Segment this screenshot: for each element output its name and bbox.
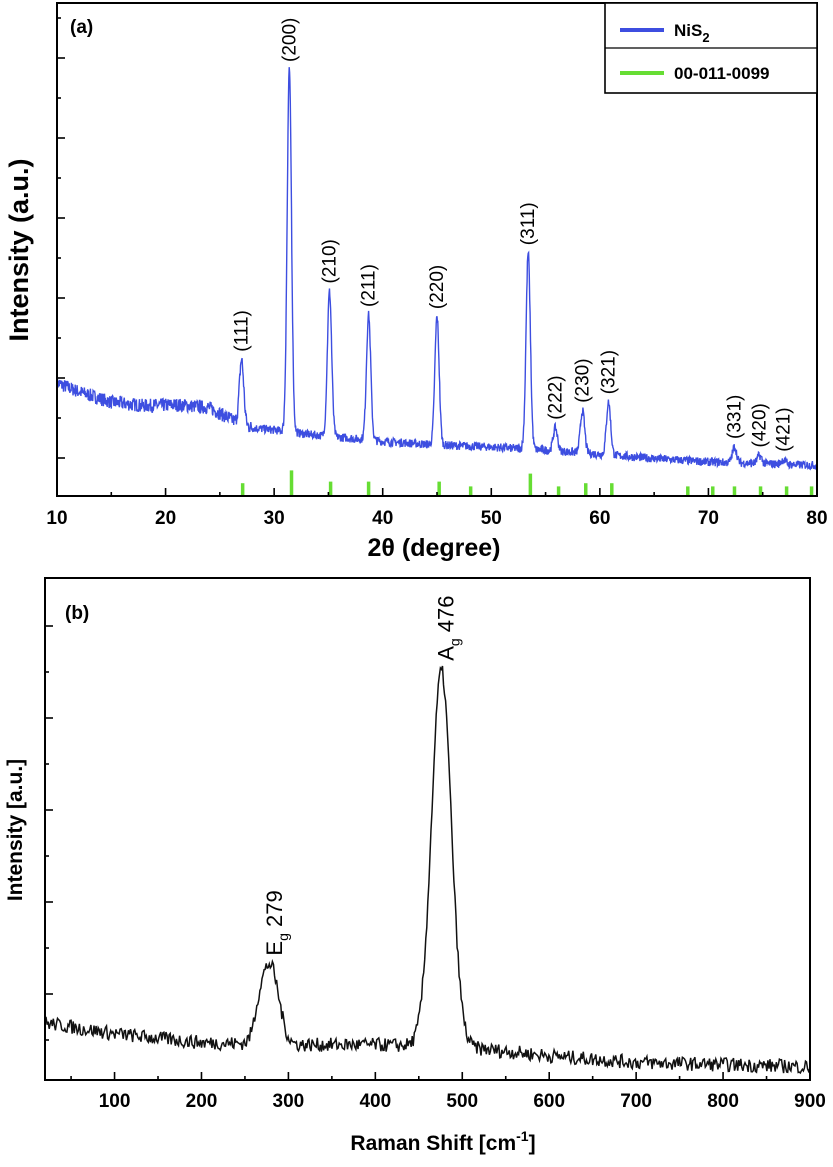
x-tick-label: 30 — [264, 508, 285, 529]
x-tick-label: 60 — [589, 508, 610, 529]
x-tick-label: 900 — [794, 1091, 826, 1112]
panel-b-x-axis-title: Raman Shift [cm-1] — [350, 1128, 535, 1155]
peak-label: (311) — [518, 202, 539, 245]
x-tick-label: 800 — [707, 1091, 739, 1112]
peak-label: (210) — [320, 239, 341, 283]
panel-b-y-axis-title: Intensity [a.u.] — [4, 759, 27, 901]
panel-b-y-axis — [45, 625, 53, 1041]
peak-label: (321) — [599, 350, 620, 394]
raman-peak-labels: Eg 279 Ag 476 — [262, 595, 462, 955]
x-tick-label: 80 — [806, 508, 827, 529]
x-tick-label: 300 — [273, 1091, 305, 1112]
peak-label: (222) — [545, 375, 566, 419]
peak-label: (331) — [725, 395, 746, 439]
peak-label: (200) — [279, 18, 300, 62]
xrd-plot-area — [56, 67, 818, 496]
x-tick-label: 600 — [533, 1091, 565, 1112]
panel-a-y-axis — [57, 17, 65, 459]
x-tick-label: 100 — [99, 1091, 131, 1112]
x-tick-label: 20 — [155, 508, 176, 529]
panel-a: 10 20 30 40 50 60 70 80 (a) 2θ (degree) Intensi… — [4, 2, 828, 562]
legend-entry-nis2: NiS2 — [674, 21, 710, 45]
xrd-series-line — [56, 67, 818, 471]
x-tick-label: 400 — [359, 1091, 391, 1112]
peak-label: (111) — [232, 310, 253, 352]
x-tick-label: 70 — [698, 508, 719, 529]
peak-label: (211) — [359, 264, 380, 307]
x-tick-label: 500 — [446, 1091, 478, 1112]
panel-b-frame — [44, 577, 811, 1081]
panel-b-x-axis: 100 200 300 400 500 600 700 800 900 — [70, 1072, 826, 1112]
panel-a-label: (a) — [70, 17, 93, 38]
peak-label: (421) — [773, 407, 794, 451]
peak-label: (220) — [427, 265, 448, 309]
x-tick-label: 10 — [46, 508, 67, 529]
raman-peak-label: Ag 476 — [433, 595, 462, 660]
x-tick-label: 700 — [620, 1091, 652, 1112]
peak-label: (420) — [750, 403, 771, 447]
xrd-peak-labels: (111) (200) (210) (211) (220) (311) (222) (230)… — [232, 18, 795, 452]
panel-a-y-axis-title: Intensity (a.u.) — [4, 158, 34, 341]
panel-b: 100 200 300 400 500 600 700 800 900 (b) Raman Sh… — [4, 577, 826, 1155]
panel-a-x-axis: 10 20 30 40 50 60 70 80 — [46, 488, 828, 529]
panel-a-x-axis-title: 2θ (degree) — [368, 534, 501, 562]
legend-entry-reference: 00-011-0099 — [674, 64, 769, 83]
x-tick-label: 40 — [372, 508, 393, 529]
x-tick-label: 200 — [186, 1091, 218, 1112]
legend: NiS2 00-011-0099 — [604, 2, 818, 94]
raman-peak-label: Eg 279 — [262, 890, 291, 955]
peak-label: (230) — [573, 358, 594, 402]
raman-series-line — [44, 665, 811, 1075]
raman-plot-area — [44, 665, 811, 1075]
panel-b-label: (b) — [65, 603, 89, 624]
x-tick-label: 50 — [481, 508, 502, 529]
